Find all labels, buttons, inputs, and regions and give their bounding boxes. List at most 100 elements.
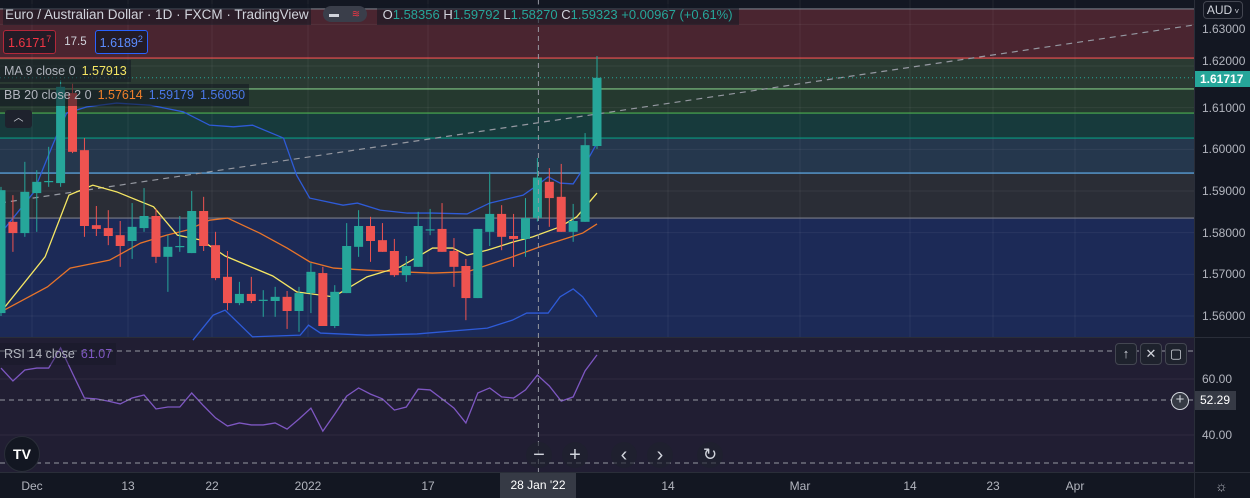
- buy-button[interactable]: 1.61892: [94, 30, 148, 55]
- candle-up: [401, 266, 411, 276]
- candle-up: [294, 293, 304, 312]
- candle-down: [246, 293, 256, 302]
- sell-button[interactable]: 1.61717: [3, 30, 57, 55]
- add-alert-plus-icon[interactable]: +: [1171, 392, 1189, 410]
- candle-down: [222, 276, 232, 304]
- maximize-pane-button[interactable]: ▢: [1165, 343, 1187, 365]
- wave-icon: ≋: [351, 8, 361, 20]
- ma-legend-name: MA 9 close 0: [4, 64, 76, 78]
- rsi-tick: 40.00: [1202, 428, 1233, 442]
- candle-up: [568, 221, 578, 232]
- chevron-right-icon: ›: [656, 444, 664, 466]
- collapse-legend-button[interactable]: ︿: [5, 110, 32, 128]
- rsi-crosshair-value: 52.29: [1195, 391, 1236, 410]
- price-tick: 1.57000: [1202, 267, 1246, 281]
- candle-down: [211, 245, 221, 279]
- open-label: O: [382, 6, 393, 22]
- candle-up: [44, 181, 54, 183]
- ma-legend-value: 1.57913: [81, 64, 127, 78]
- candle-down: [509, 236, 519, 239]
- rsi-legend-name: RSI 14 close: [4, 347, 75, 361]
- bb-legend-name: BB 20 close 2 0: [4, 88, 92, 102]
- reset-chart-button[interactable]: ↻: [697, 442, 723, 468]
- time-label: 22: [205, 479, 219, 493]
- candle-up: [139, 216, 149, 229]
- ohlc-readout: O1.58356 H1.59792 L1.58270 C1.59323 +0.0…: [376, 3, 739, 25]
- currency-label: AUD: [1206, 3, 1233, 17]
- arrow-up-icon: ↑: [1122, 346, 1130, 361]
- rsi-legend[interactable]: RSI 14 close 61.07: [0, 343, 117, 365]
- sell-price: 1.6171: [8, 36, 47, 51]
- bb-lower-value: 1.56050: [199, 88, 246, 102]
- open-value: 1.58356: [392, 6, 440, 22]
- chart-header: Euro / Australian Dollar · 1D · FXCM · T…: [0, 0, 1195, 28]
- candle-up: [342, 246, 352, 294]
- candle-up: [56, 86, 66, 184]
- price-tick: 1.56000: [1202, 309, 1246, 323]
- time-label: 2022: [294, 479, 322, 493]
- candle-down: [449, 251, 459, 267]
- candle-up: [187, 211, 197, 254]
- scroll-left-button[interactable]: ‹: [611, 442, 637, 468]
- buy-sell-panel: 1.61717 17.5 1.61892: [3, 30, 148, 55]
- candle-up: [354, 226, 364, 247]
- price-tick: 1.61000: [1202, 101, 1246, 115]
- candle-up: [127, 226, 137, 242]
- remove-pane-button[interactable]: ✕: [1140, 343, 1162, 365]
- ma-legend[interactable]: MA 9 close 0 1.57913: [0, 60, 131, 82]
- chevron-left-icon: ‹: [620, 444, 628, 466]
- zoom-out-button[interactable]: −: [526, 442, 552, 468]
- currency-selector[interactable]: AUD ˅: [1203, 1, 1243, 19]
- candle-up: [32, 181, 42, 194]
- bb-lower-line: [192, 288, 598, 341]
- move-pane-up-button[interactable]: ↑: [1115, 343, 1137, 365]
- candle-up: [485, 213, 495, 232]
- candle-up: [234, 293, 244, 304]
- zoom-in-button[interactable]: +: [562, 442, 588, 468]
- price-tick: 1.63000: [1202, 22, 1246, 36]
- time-label: 14: [903, 479, 917, 493]
- price-tick: 1.59000: [1202, 184, 1246, 198]
- market-status-pill[interactable]: ▬ ≋: [322, 6, 367, 22]
- close-value: 1.59323: [570, 6, 618, 22]
- candle-down: [8, 221, 18, 234]
- candle-down: [91, 225, 101, 229]
- time-label: 23: [986, 479, 1000, 493]
- time-label: Mar: [789, 479, 811, 493]
- price-chart[interactable]: [0, 0, 1194, 472]
- scroll-right-button[interactable]: ›: [647, 442, 673, 468]
- candle-down: [199, 211, 209, 247]
- candle-up: [532, 177, 542, 218]
- last-price-label: 1.61717: [1195, 71, 1250, 87]
- buy-price-pip: 2: [137, 34, 143, 44]
- low-value: 1.58270: [510, 6, 558, 22]
- candle-up: [0, 190, 6, 314]
- candle-up: [20, 191, 30, 234]
- price-axis[interactable]: 1.63000 1.62000 1.61000 1.60000 1.59000 …: [1194, 0, 1250, 472]
- bb-upper-value: 1.59179: [148, 88, 194, 102]
- price-tick: 1.60000: [1202, 142, 1246, 156]
- high-value: 1.59792: [452, 6, 500, 22]
- settings-gear-icon[interactable]: ☼: [1215, 478, 1228, 494]
- bb-legend[interactable]: BB 20 close 2 0 1.57614 1.59179 1.56050: [0, 84, 250, 106]
- candle-down: [377, 240, 387, 252]
- candle-down: [79, 150, 89, 227]
- minus-icon: −: [533, 444, 545, 466]
- symbol-title[interactable]: Euro / Australian Dollar · 1D · FXCM · T…: [3, 3, 311, 25]
- candle-up: [258, 299, 268, 301]
- time-axis[interactable]: Dec 13 22 2022 17 14 Mar 14 23 Apr 28 Ja…: [0, 472, 1250, 498]
- candle-down: [68, 93, 78, 152]
- candle-down: [437, 228, 447, 252]
- candle-down: [103, 228, 113, 237]
- minus-icon: ▬: [329, 8, 339, 20]
- time-label: Dec: [21, 479, 43, 493]
- bb-basis-value: 1.57614: [97, 88, 143, 102]
- time-label: Apr: [1065, 479, 1085, 493]
- candle-down: [282, 296, 292, 312]
- candle-up: [580, 145, 590, 222]
- spread-value: 17.5: [64, 36, 87, 49]
- candle-down: [497, 213, 507, 237]
- tradingview-logo[interactable]: TV: [4, 436, 40, 472]
- fib-zone: [0, 173, 1194, 219]
- rsi-legend-value: 61.07: [80, 347, 113, 361]
